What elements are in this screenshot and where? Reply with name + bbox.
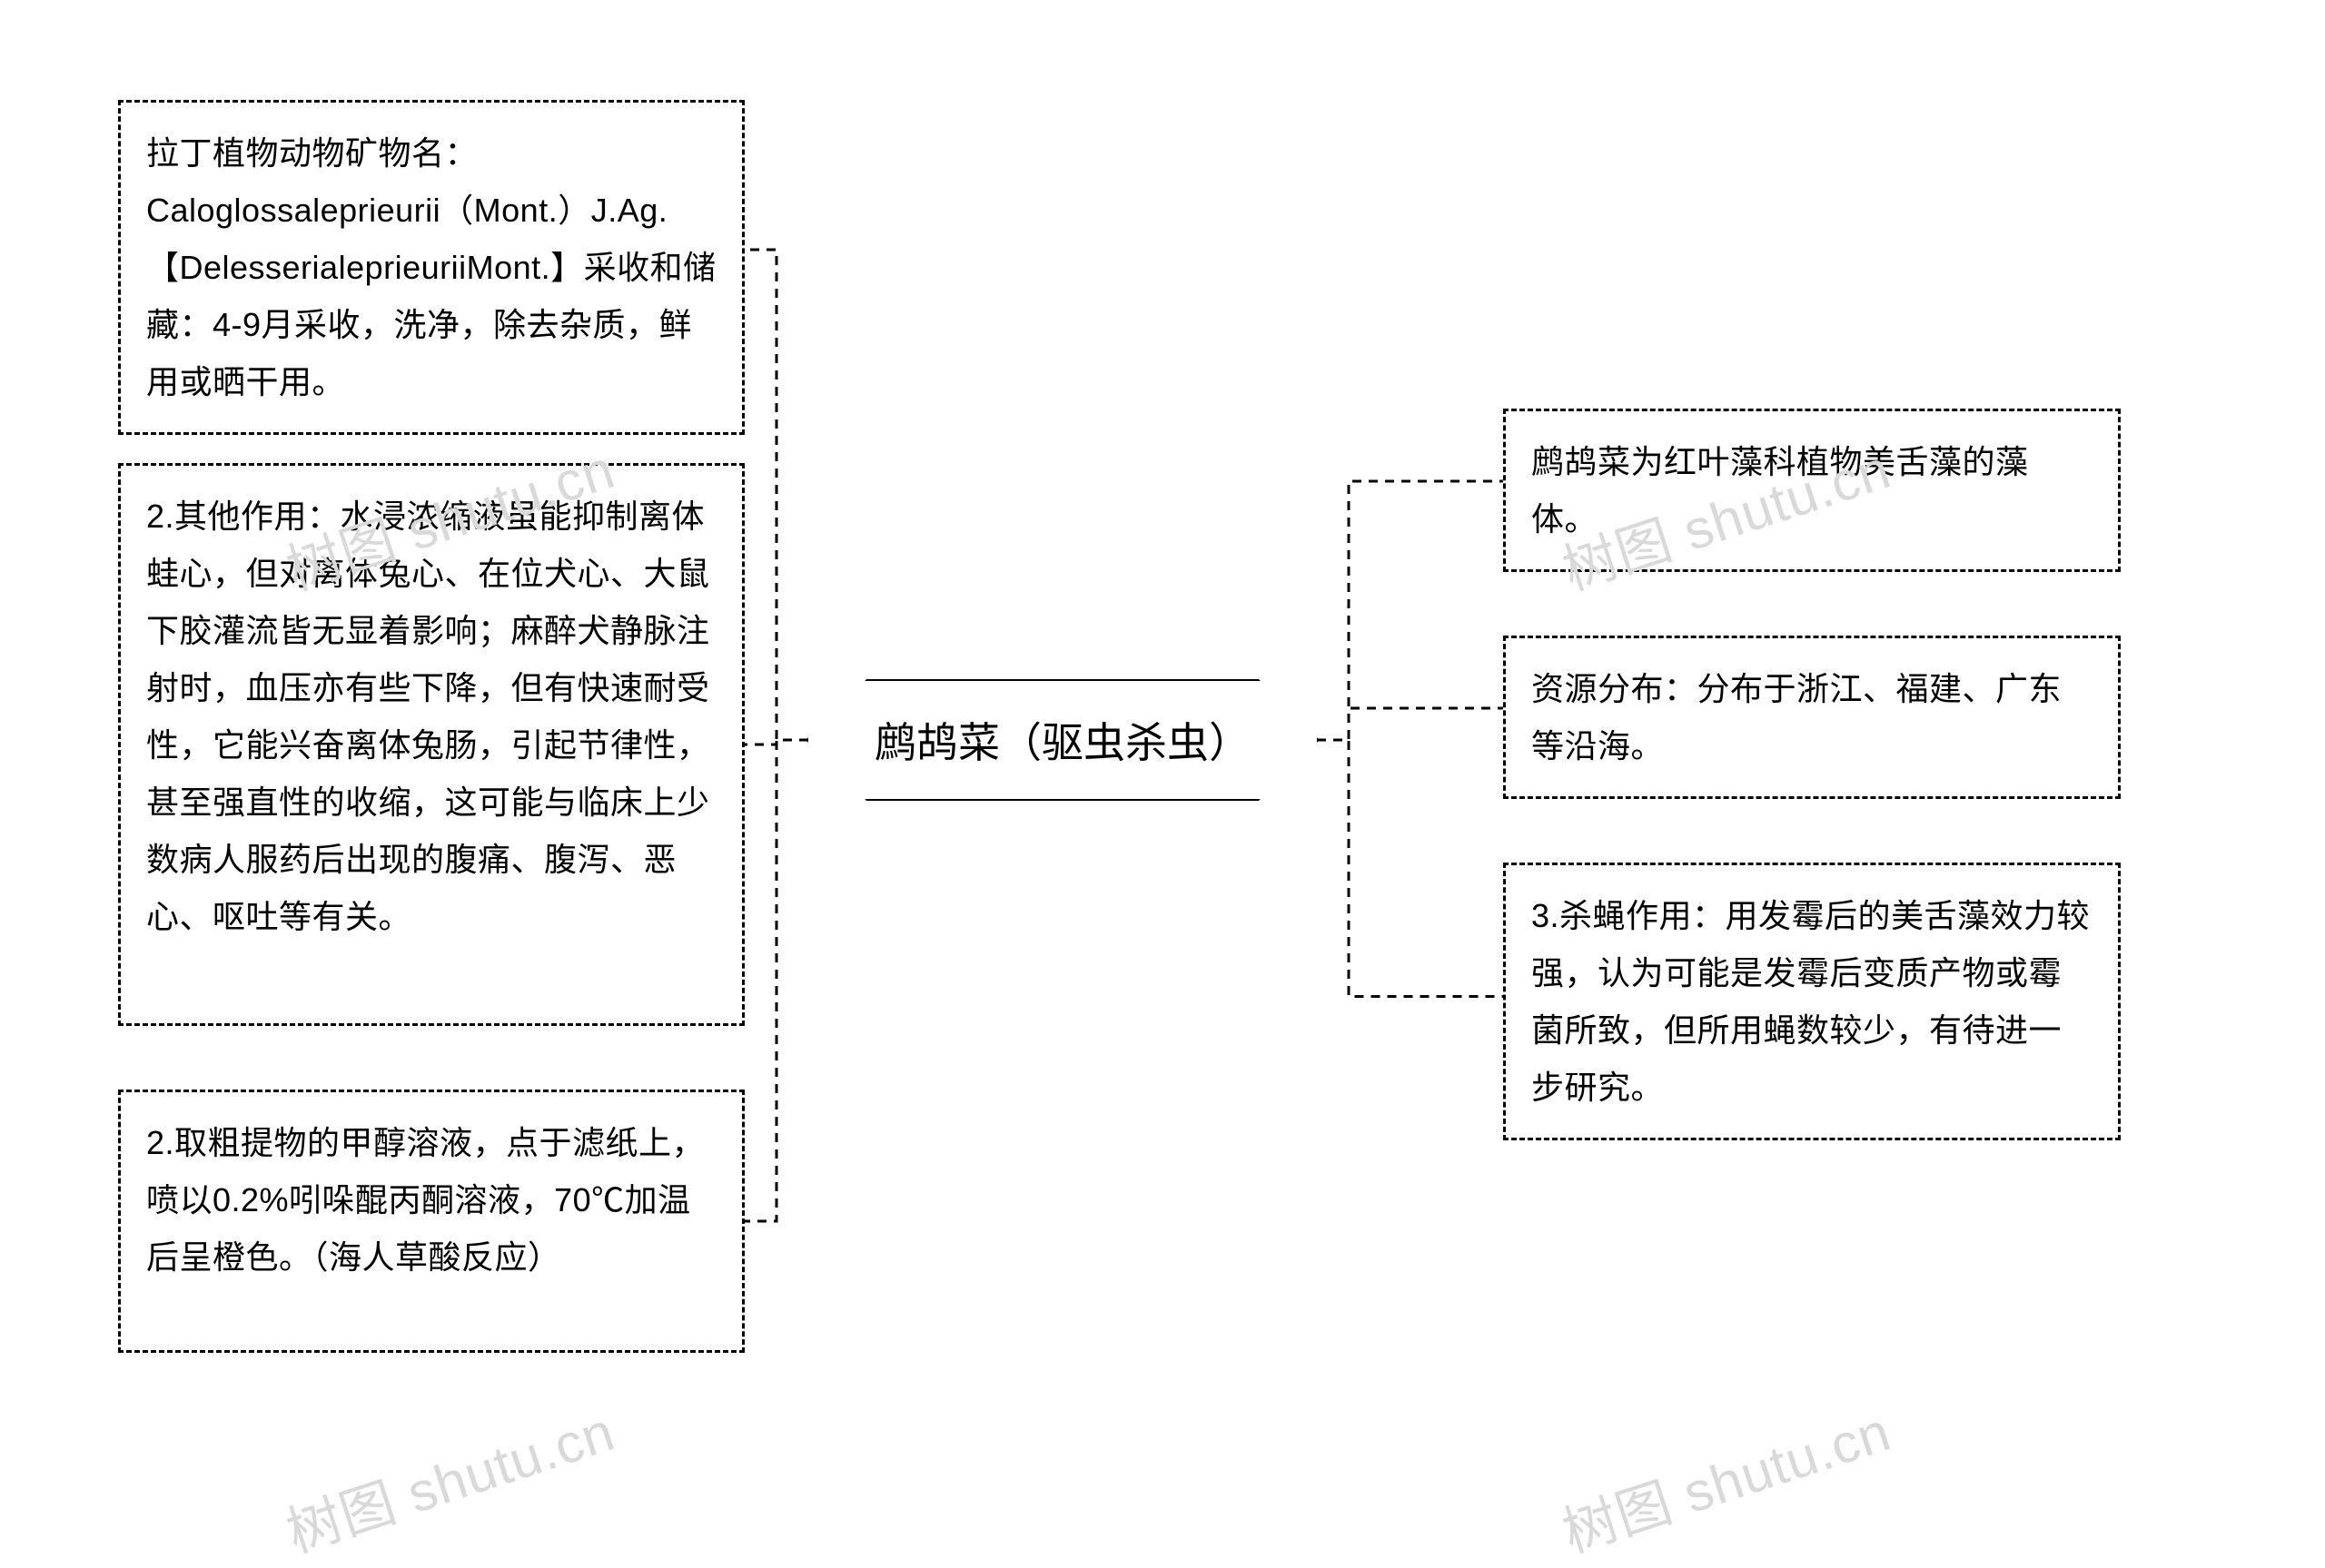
right-node-1[interactable]: 鹧鸪菜为红叶藻科植物美舌藻的藻体。 xyxy=(1503,409,2121,572)
right-node-2-text: 资源分布：分布于浙江、福建、广东等沿海。 xyxy=(1531,670,2062,764)
right-node-1-text: 鹧鸪菜为红叶藻科植物美舌藻的藻体。 xyxy=(1531,443,2029,537)
left-node-2[interactable]: 2.其他作用：水浸浓缩液虽能抑制离体蛙心，但对离体兔心、在位犬心、大鼠下胶灌流皆… xyxy=(118,463,745,1026)
left-node-2-text: 2.其他作用：水浸浓缩液虽能抑制离体蛙心，但对离体兔心、在位犬心、大鼠下胶灌流皆… xyxy=(146,498,710,935)
mindmap-canvas: 鹧鸪菜（驱虫杀虫） 拉丁植物动物矿物名：Caloglossaleprieurii… xyxy=(0,0,2325,1535)
center-node-label: 鹧鸪菜（驱虫杀虫） xyxy=(833,710,1292,770)
left-node-3-text: 2.取粗提物的甲醇溶液，点于滤纸上，喷以0.2%吲哚醌丙酮溶液，70℃加温后呈橙… xyxy=(146,1124,705,1276)
left-node-3[interactable]: 2.取粗提物的甲醇溶液，点于滤纸上，喷以0.2%吲哚醌丙酮溶液，70℃加温后呈橙… xyxy=(118,1090,745,1353)
left-node-1-text: 拉丁植物动物矿物名：Caloglossaleprieurii（Mont.）J.A… xyxy=(146,134,717,400)
right-node-3[interactable]: 3.杀蝇作用：用发霉后的美舌藻效力较强，认为可能是发霉后变质产物或霉菌所致，但所… xyxy=(1503,863,2121,1140)
watermark: 树图 shutu.cn xyxy=(275,1388,623,1568)
right-node-2[interactable]: 资源分布：分布于浙江、福建、广东等沿海。 xyxy=(1503,636,2121,799)
center-node[interactable]: 鹧鸪菜（驱虫杀虫） xyxy=(808,681,1317,799)
watermark: 树图 shutu.cn xyxy=(1551,1388,1899,1568)
right-node-3-text: 3.杀蝇作用：用发霉后的美舌藻效力较强，认为可能是发霉后变质产物或霉菌所致，但所… xyxy=(1531,897,2090,1106)
left-node-1[interactable]: 拉丁植物动物矿物名：Caloglossaleprieurii（Mont.）J.A… xyxy=(118,100,745,435)
